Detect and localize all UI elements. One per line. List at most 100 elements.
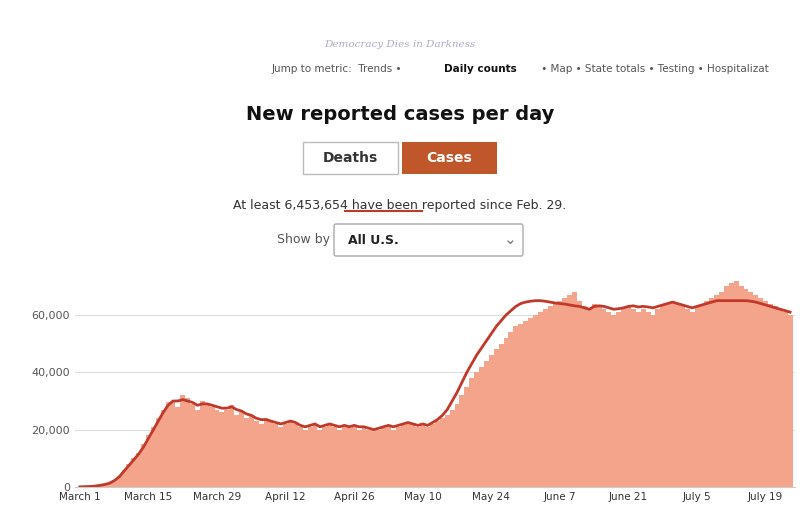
Bar <box>254 421 258 487</box>
Bar <box>518 324 523 487</box>
Bar <box>141 444 146 487</box>
Bar <box>538 312 542 487</box>
Bar <box>200 401 205 487</box>
Bar <box>366 430 371 487</box>
Bar <box>553 303 558 487</box>
Bar <box>474 372 479 487</box>
FancyBboxPatch shape <box>402 142 497 174</box>
Bar <box>318 430 322 487</box>
Text: Jump to metric:  Trends •: Jump to metric: Trends • <box>272 64 406 73</box>
Text: Cases: Cases <box>426 151 472 165</box>
Bar <box>582 307 587 487</box>
Bar <box>567 295 572 487</box>
Bar <box>459 396 464 487</box>
Bar <box>602 309 606 487</box>
Bar <box>381 428 386 487</box>
FancyBboxPatch shape <box>334 224 523 256</box>
Bar <box>107 483 112 487</box>
Bar <box>528 318 533 487</box>
Text: • Map • State totals • Testing • Hospitalizat: • Map • State totals • Testing • Hospita… <box>538 64 768 73</box>
Bar <box>337 430 342 487</box>
Bar <box>410 425 415 487</box>
Bar <box>655 309 660 487</box>
Bar <box>577 301 582 487</box>
Bar <box>415 427 420 487</box>
Bar <box>479 367 484 487</box>
Bar <box>558 301 562 487</box>
Bar <box>587 309 592 487</box>
Text: Show by: Show by <box>277 234 330 247</box>
Text: New reported cases per day: New reported cases per day <box>246 105 554 125</box>
Bar <box>322 427 327 487</box>
Bar <box>498 344 503 487</box>
Bar <box>592 303 597 487</box>
Bar <box>572 292 577 487</box>
Bar <box>494 349 498 487</box>
Bar <box>542 309 548 487</box>
Bar <box>484 361 489 487</box>
Bar <box>126 464 131 487</box>
Bar <box>743 289 749 487</box>
Bar <box>195 409 200 487</box>
Bar <box>738 286 743 487</box>
Bar <box>352 427 357 487</box>
Text: At least 6,453,654 have been reported since Feb. 29.: At least 6,453,654 have been reported si… <box>234 199 566 211</box>
Bar <box>440 418 445 487</box>
Bar <box>616 312 621 487</box>
Bar <box>186 398 190 487</box>
Bar <box>773 307 778 487</box>
Bar <box>283 424 288 487</box>
Bar <box>724 286 729 487</box>
Bar <box>685 309 690 487</box>
Bar <box>450 409 454 487</box>
Bar <box>391 430 396 487</box>
Bar <box>210 407 214 487</box>
Bar <box>611 315 616 487</box>
Text: Deaths: Deaths <box>323 151 378 165</box>
Bar <box>170 401 175 487</box>
Bar <box>146 435 151 487</box>
Bar <box>308 427 313 487</box>
Text: ⌄: ⌄ <box>504 233 516 248</box>
Bar <box>357 430 362 487</box>
Bar <box>606 312 611 487</box>
Bar <box>112 480 117 487</box>
Bar <box>719 292 724 487</box>
Bar <box>288 421 293 487</box>
Bar <box>87 486 92 487</box>
Bar <box>342 427 347 487</box>
Bar <box>714 295 719 487</box>
Bar <box>362 427 366 487</box>
Bar <box>234 415 239 487</box>
Bar <box>136 452 141 487</box>
Bar <box>621 309 626 487</box>
Bar <box>230 405 234 487</box>
Text: Daily counts: Daily counts <box>444 64 517 73</box>
Bar <box>435 421 440 487</box>
Bar <box>347 428 352 487</box>
Bar <box>293 424 298 487</box>
Bar <box>332 427 337 487</box>
Bar <box>562 298 567 487</box>
Bar <box>214 409 219 487</box>
Bar <box>763 301 768 487</box>
Bar <box>734 281 738 487</box>
Bar <box>694 307 699 487</box>
Bar <box>269 421 274 487</box>
Bar <box>278 427 283 487</box>
Bar <box>175 407 180 487</box>
Bar <box>161 409 166 487</box>
Bar <box>788 315 793 487</box>
Bar <box>670 301 675 487</box>
Bar <box>699 303 704 487</box>
Bar <box>710 298 714 487</box>
Bar <box>768 303 773 487</box>
Bar <box>548 307 553 487</box>
Bar <box>406 424 410 487</box>
Bar <box>122 470 126 487</box>
Bar <box>636 312 641 487</box>
Bar <box>190 404 195 487</box>
Bar <box>244 418 249 487</box>
Bar <box>749 292 754 487</box>
Bar <box>420 424 426 487</box>
